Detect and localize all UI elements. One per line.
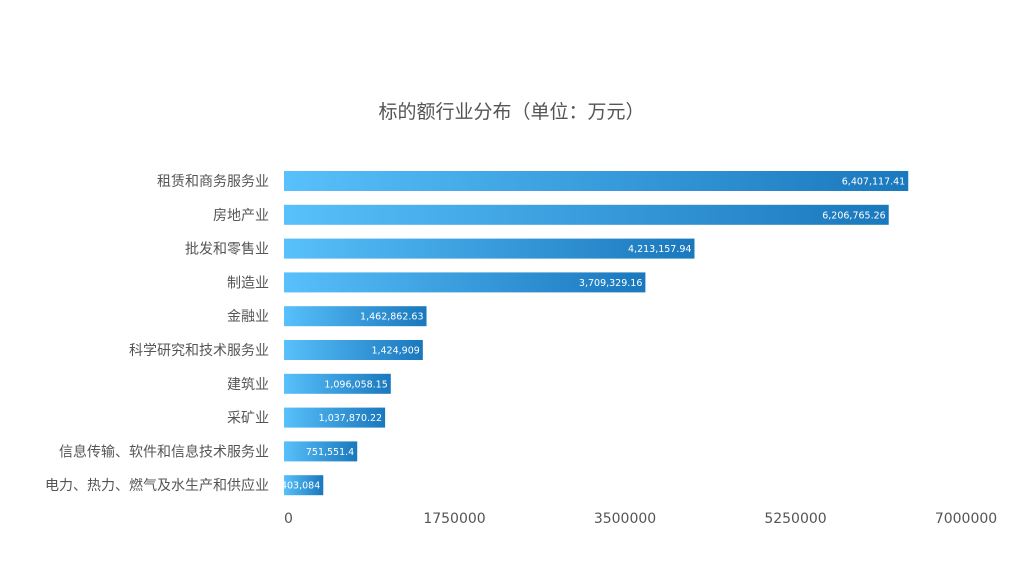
x-axis-ticks: 0 1750000 3500000 5250000 7000000 bbox=[284, 511, 997, 527]
category-label: 批发和零售业 bbox=[185, 242, 269, 258]
x-tick-label: 3500000 bbox=[594, 511, 656, 527]
category-label: 科学研究和技术服务业 bbox=[129, 343, 269, 359]
x-tick-label: 1750000 bbox=[423, 511, 485, 527]
category-label: 信息传输、软件和信息技术服务业 bbox=[59, 443, 269, 460]
chart-title: 标的额行业分布（单位：万元） bbox=[378, 101, 645, 123]
bar-value-label: 6,407,117.41 bbox=[842, 177, 905, 188]
category-label: 建筑业 bbox=[227, 377, 269, 393]
category-label: 制造业 bbox=[227, 275, 269, 291]
category-labels: 租赁和商务服务业房地产业批发和零售业制造业金融业科学研究和技术服务业建筑业采矿业… bbox=[45, 174, 269, 494]
category-label: 电力、热力、燃气及水生产和供应业 bbox=[45, 477, 269, 494]
bar-3 bbox=[284, 272, 646, 293]
bar-value-label: 1,462,862.63 bbox=[360, 312, 423, 323]
category-label: 金融业 bbox=[227, 309, 269, 325]
bar-value-label: 1,096,058.15 bbox=[324, 379, 387, 390]
bar-value-label: 1,037,870.22 bbox=[319, 413, 382, 424]
bar-value-label: 1,424,909 bbox=[371, 346, 419, 357]
bar-9 bbox=[284, 475, 324, 496]
category-label: 房地产业 bbox=[213, 208, 269, 224]
x-tick-label: 5250000 bbox=[764, 511, 826, 527]
bar-4 bbox=[284, 306, 427, 327]
bar-0 bbox=[284, 171, 909, 191]
bar-5 bbox=[284, 340, 423, 360]
bar-6 bbox=[284, 373, 391, 394]
category-label: 租赁和商务服务业 bbox=[157, 174, 269, 190]
bar-value-label: 403,084 bbox=[281, 481, 320, 492]
bar-value-label: 3,709,329.16 bbox=[579, 278, 642, 289]
bar-1 bbox=[284, 204, 889, 225]
x-tick-label: 0 bbox=[284, 511, 293, 527]
bar-value-label: 751,551.4 bbox=[306, 447, 354, 458]
bar-7 bbox=[284, 407, 386, 428]
bar-2 bbox=[284, 238, 695, 259]
bar-value-label: 6,206,765.26 bbox=[822, 210, 885, 221]
category-label: 采矿业 bbox=[227, 411, 269, 427]
bar-value-label: 4,213,157.94 bbox=[628, 244, 691, 255]
bar-8 bbox=[284, 441, 358, 462]
x-tick-label: 7000000 bbox=[935, 511, 997, 527]
bars-layer: 6,407,117.41 6,206,765.26 4,213,157.94 3,70… bbox=[281, 171, 909, 496]
